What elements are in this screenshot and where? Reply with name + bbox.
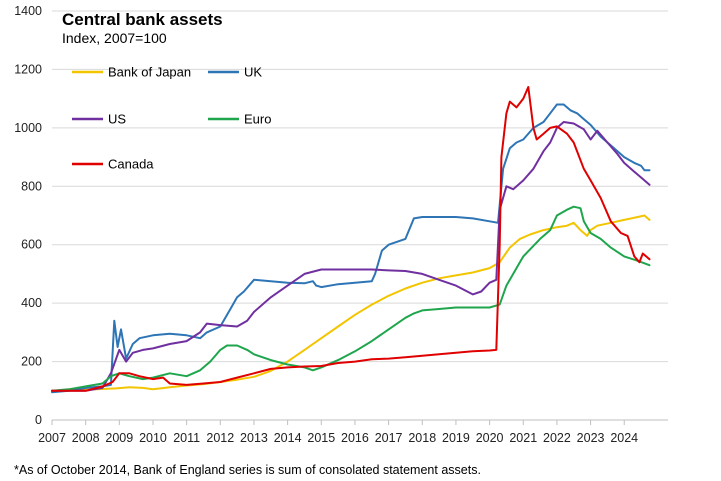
x-tick-label: 2013 [240, 431, 268, 445]
series-layer [51, 86, 651, 394]
y-tick-label: 1400 [14, 4, 42, 18]
x-tick-label: 2008 [72, 431, 100, 445]
y-tick-label: 1200 [14, 62, 42, 76]
x-tick-label: 2024 [610, 431, 638, 445]
x-tick-label: 2018 [408, 431, 436, 445]
y-tick-label: 200 [21, 355, 42, 369]
legend-item-bank-of-japan: Bank of Japan [72, 65, 191, 80]
x-tick-label: 2023 [577, 431, 605, 445]
legend-label: US [108, 112, 126, 127]
series-line-us [51, 121, 651, 392]
series-line-canada [51, 86, 651, 392]
x-tick-label: 2016 [341, 431, 369, 445]
legend: Bank of Japan UK US Euro Canada [72, 65, 271, 172]
x-tick-label: 2020 [476, 431, 504, 445]
legend-label: UK [244, 65, 262, 80]
legend-item-euro: Euro [208, 112, 271, 127]
legend-label: Bank of Japan [108, 65, 191, 80]
series-line-bank-of-japan [51, 214, 651, 392]
footnote: *As of October 2014, Bank of England ser… [14, 463, 481, 477]
x-tick-label: 2014 [274, 431, 302, 445]
x-tick-label: 2019 [442, 431, 470, 445]
chart-subtitle: Index, 2007=100 [62, 30, 167, 46]
legend-item-us: US [72, 112, 126, 127]
legend-item-canada: Canada [72, 157, 154, 172]
x-tick-label: 2022 [543, 431, 571, 445]
x-tick-label: 2012 [206, 431, 234, 445]
x-tick-label: 2007 [38, 431, 66, 445]
y-tick-label: 600 [21, 238, 42, 252]
axis-layer: 0 200 400 600 800 1000 1200 1400 2007 2008 2009 201… [14, 4, 668, 445]
x-tick-label: 2017 [375, 431, 403, 445]
x-tick-label: 2011 [173, 431, 200, 445]
legend-label: Canada [108, 157, 154, 172]
x-tick-label: 2021 [509, 431, 537, 445]
x-tick-label: 2009 [105, 431, 133, 445]
x-tick-label: 2010 [139, 431, 167, 445]
x-tick-label: 2015 [307, 431, 335, 445]
chart-title: Central bank assets [62, 10, 223, 29]
legend-item-uk: UK [208, 65, 262, 80]
y-tick-label: 800 [21, 179, 42, 193]
series-line-uk [51, 103, 651, 394]
series-line-euro [51, 205, 651, 392]
legend-label: Euro [244, 112, 271, 127]
y-tick-label: 1000 [14, 121, 42, 135]
y-tick-label: 0 [35, 413, 42, 427]
y-tick-label: 400 [21, 296, 42, 310]
grid-layer [52, 10, 668, 363]
